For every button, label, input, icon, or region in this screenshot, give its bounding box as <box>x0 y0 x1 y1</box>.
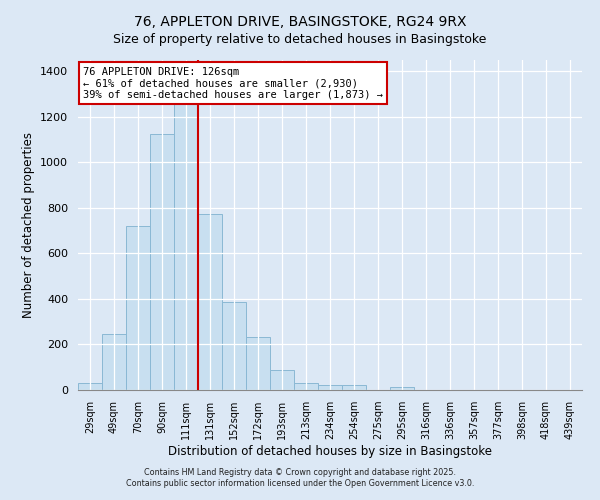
Bar <box>294 383 318 390</box>
Bar <box>270 370 294 390</box>
Bar <box>174 85 198 390</box>
Bar <box>222 302 246 390</box>
Text: 76 APPLETON DRIVE: 126sqm
← 61% of detached houses are smaller (2,930)
39% of se: 76 APPLETON DRIVE: 126sqm ← 61% of detac… <box>83 66 383 100</box>
Bar <box>150 134 174 390</box>
X-axis label: Distribution of detached houses by size in Basingstoke: Distribution of detached houses by size … <box>168 445 492 458</box>
Bar <box>126 226 150 390</box>
Text: Size of property relative to detached houses in Basingstoke: Size of property relative to detached ho… <box>113 32 487 46</box>
Y-axis label: Number of detached properties: Number of detached properties <box>22 132 35 318</box>
Bar <box>78 383 102 390</box>
Bar <box>246 337 270 390</box>
Bar <box>198 214 222 390</box>
Bar <box>318 386 342 390</box>
Text: Contains HM Land Registry data © Crown copyright and database right 2025.
Contai: Contains HM Land Registry data © Crown c… <box>126 468 474 487</box>
Bar <box>342 386 366 390</box>
Text: 76, APPLETON DRIVE, BASINGSTOKE, RG24 9RX: 76, APPLETON DRIVE, BASINGSTOKE, RG24 9R… <box>134 15 466 29</box>
Bar <box>390 386 414 390</box>
Bar <box>102 334 126 390</box>
